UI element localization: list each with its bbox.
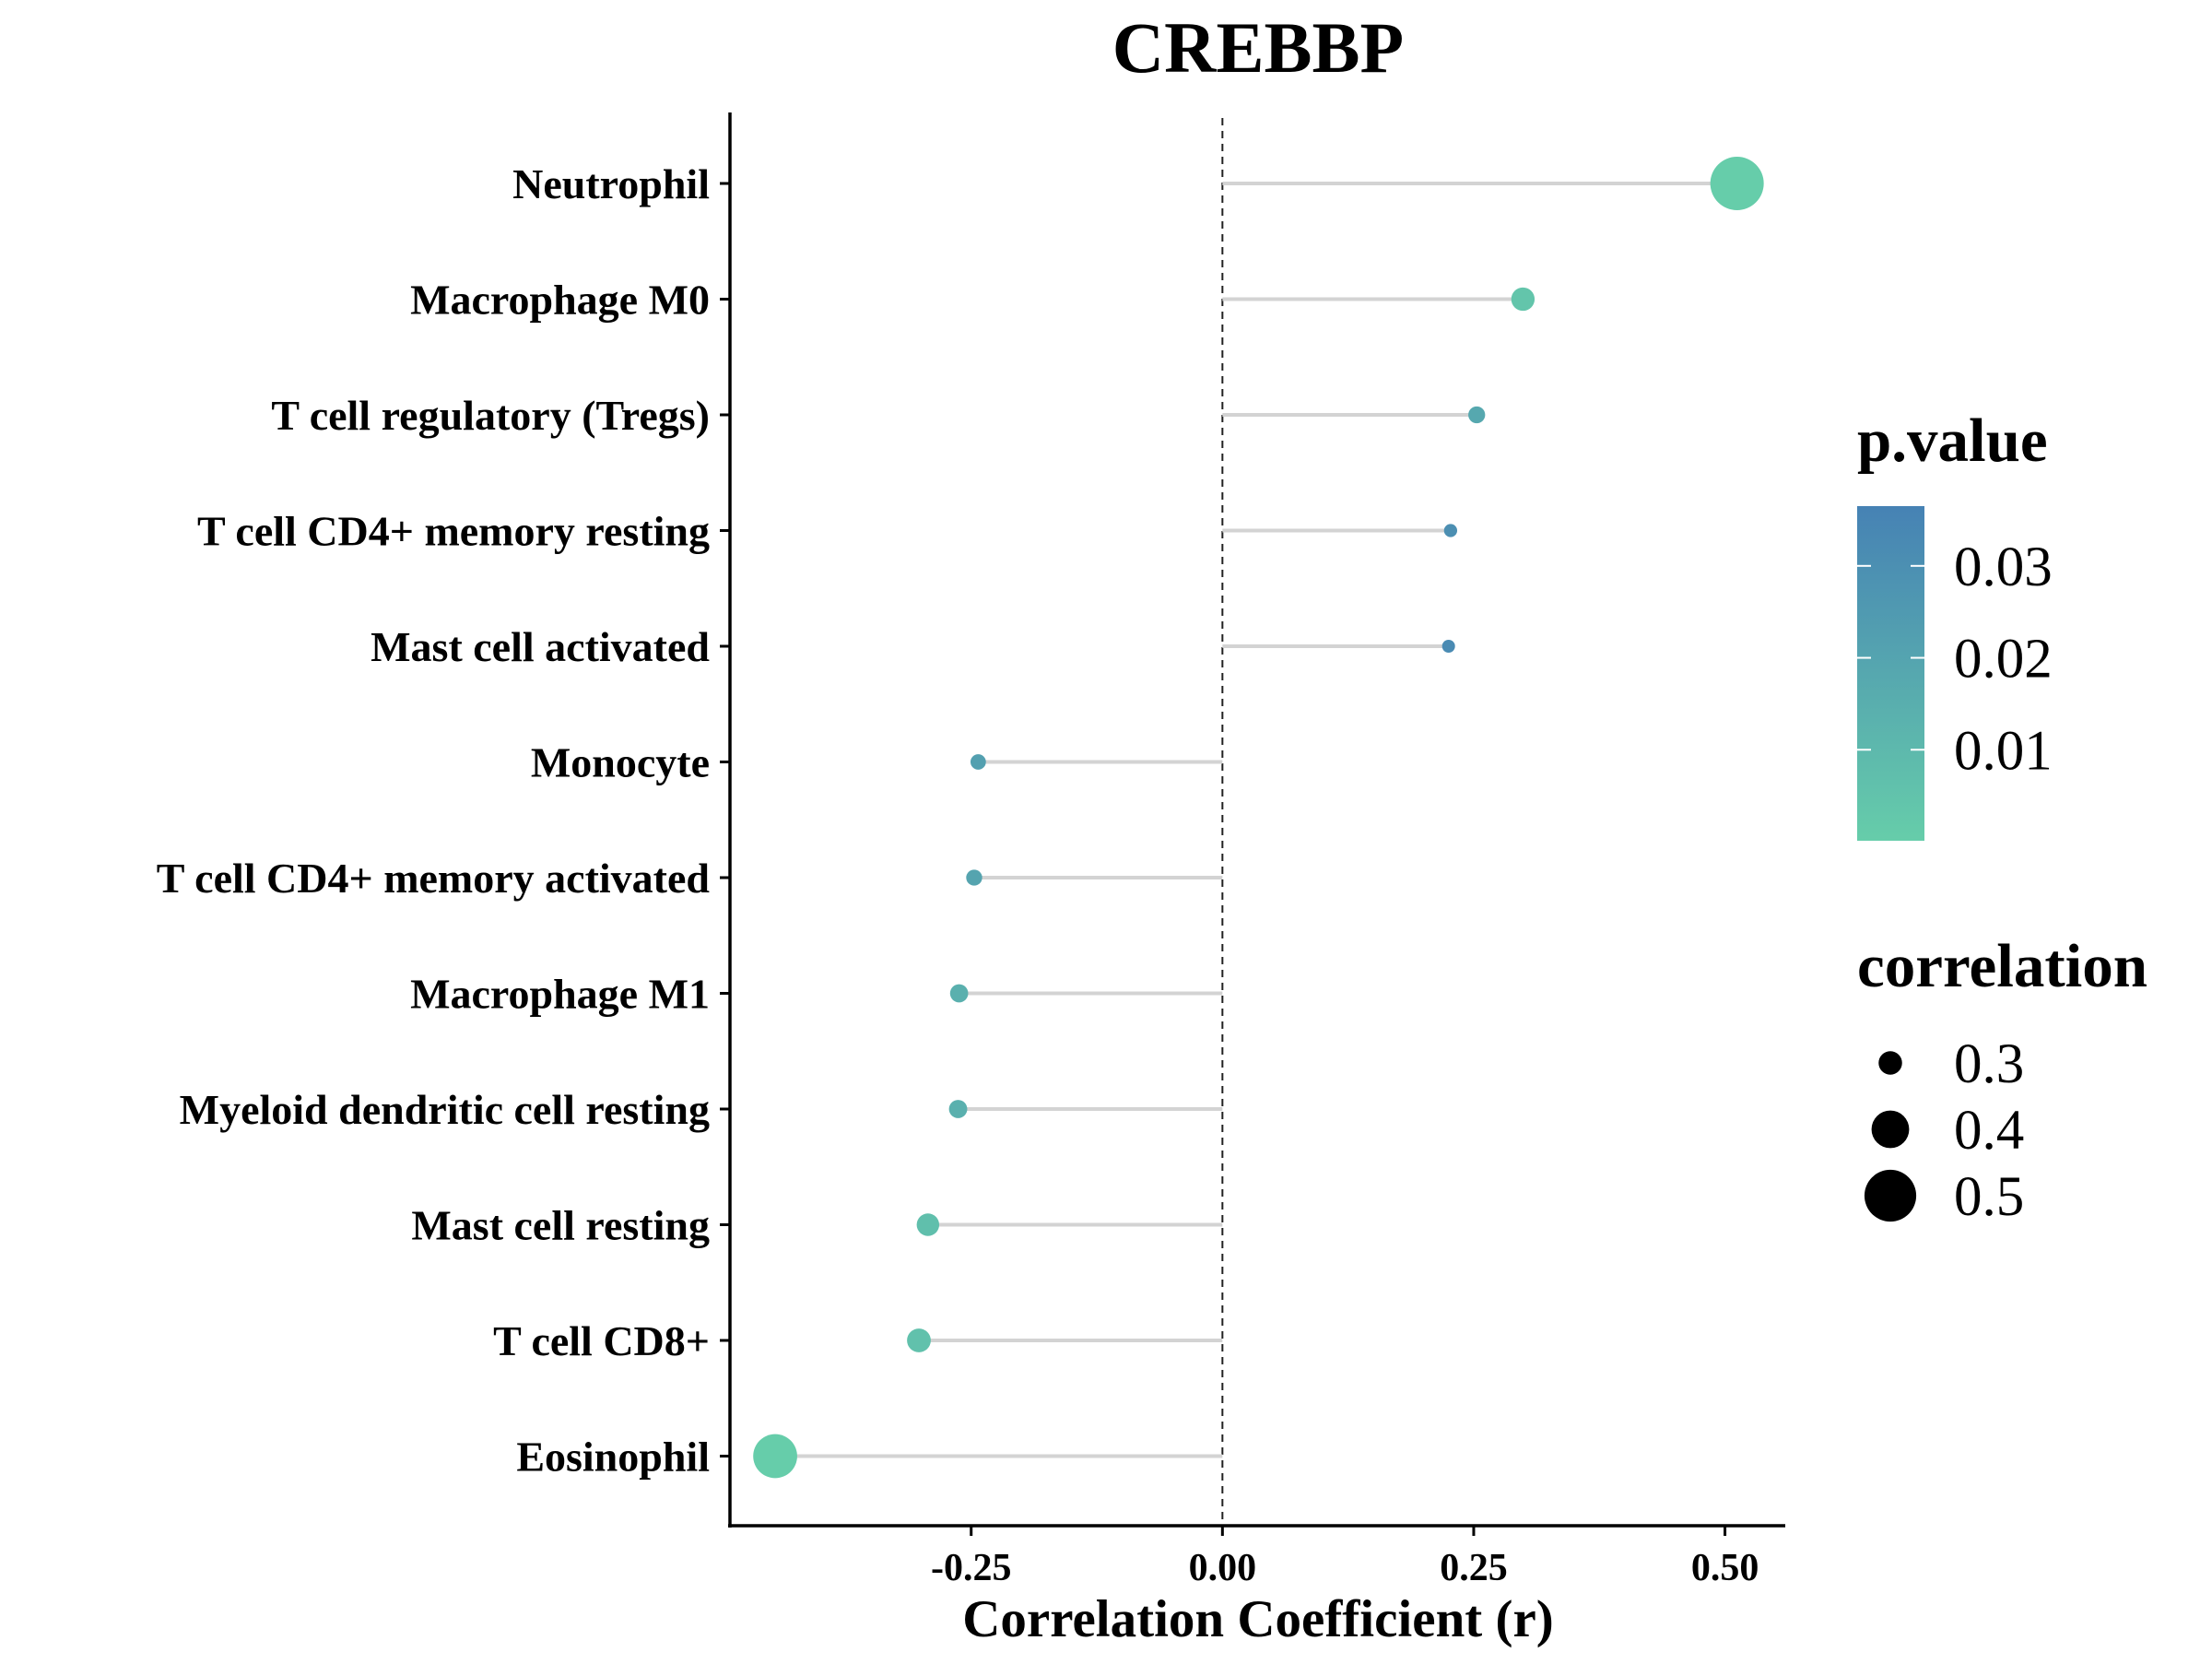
lollipop-point (916, 1213, 940, 1236)
y-axis-ticks: Neutrophil Macrophage M0 T cell regulatory… (157, 160, 730, 1481)
correlation-legend: correlation 0.30.40.5 (1857, 932, 2147, 1228)
correlation-legend-keys: 0.30.40.5 (1864, 1033, 2024, 1228)
lollipop-point (966, 869, 982, 886)
pvalue-colorbar (1857, 506, 1924, 841)
y-tick-label: Neutrophil (512, 160, 710, 207)
size-legend-label: 0.4 (1954, 1100, 2024, 1162)
y-tick-label: Monocyte (531, 739, 710, 786)
colorbar-tick-label: 0.01 (1954, 720, 2053, 782)
x-tick-label: 0.00 (1189, 1547, 1257, 1589)
lollipop-point (948, 1100, 968, 1118)
y-tick-label: Mast cell resting (411, 1202, 710, 1249)
y-tick-label: T cell CD8+ (493, 1317, 710, 1364)
lollipop-point (753, 1434, 797, 1479)
y-tick-label: T cell regulatory (Tregs) (271, 392, 710, 439)
y-tick-label: Macrophage M1 (410, 971, 710, 1018)
y-tick-label: Macrophage M0 (410, 277, 710, 324)
pvalue-colorbar-ticks: 0.03 0.02 0.01 (1857, 537, 2053, 782)
size-legend-label: 0.3 (1954, 1033, 2024, 1095)
lollipop-point (970, 754, 986, 770)
lollipop-point (949, 984, 969, 1003)
lollipop-point (1511, 287, 1535, 312)
lollipop-point (1441, 640, 1455, 653)
x-tick-label: 0.25 (1440, 1547, 1508, 1589)
y-tick-label: T cell CD4+ memory activated (157, 855, 711, 902)
x-tick-label: -0.25 (931, 1547, 1012, 1589)
pvalue-legend-title: p.value (1857, 407, 2048, 475)
lollipop-point (1710, 157, 1764, 210)
size-legend-key (1871, 1110, 1910, 1149)
size-legend-key (1878, 1051, 1902, 1075)
lollipop-point (1443, 524, 1458, 537)
x-tick-label: 0.50 (1691, 1547, 1759, 1589)
y-tick-label: T cell CD4+ memory resting (197, 508, 710, 555)
correlation-legend-title: correlation (1857, 932, 2147, 1000)
chart-title: CREBBP (1112, 7, 1404, 88)
lollipop-point (1468, 406, 1486, 424)
x-axis-title: Correlation Coefficient (r) (962, 1590, 1554, 1648)
pvalue-legend: p.value 0.03 0.02 0.01 (1857, 407, 2053, 841)
size-legend-label: 0.5 (1954, 1166, 2024, 1228)
y-tick-label: Mast cell activated (371, 623, 710, 670)
y-tick-label: Eosinophil (516, 1434, 710, 1481)
plot-area (753, 118, 1764, 1526)
y-tick-label: Myeloid dendritic cell resting (180, 1086, 710, 1133)
colorbar-tick-label: 0.03 (1954, 537, 2053, 598)
lollipop-point (907, 1328, 931, 1352)
size-legend-key (1864, 1169, 1917, 1222)
colorbar-tick-label: 0.02 (1954, 629, 2053, 690)
x-axis-ticks: -0.25 0.00 0.25 0.50 (931, 1526, 1759, 1589)
